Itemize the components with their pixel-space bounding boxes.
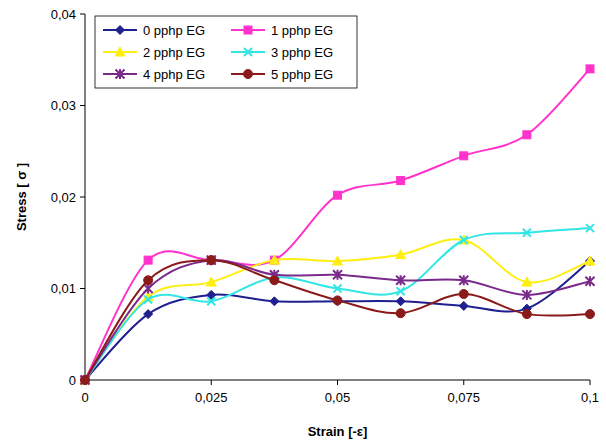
- data-point: [396, 250, 406, 259]
- data-point: [207, 256, 215, 264]
- y-tick-label: 0,01: [51, 281, 76, 296]
- data-point: [459, 275, 468, 285]
- y-tick: [80, 288, 85, 289]
- y-axis-label: Stress [ σ ]: [14, 163, 29, 231]
- legend-label: 0 pphp EG: [143, 23, 205, 38]
- data-point: [459, 289, 468, 298]
- data-point: [522, 310, 531, 319]
- legend: 0 pphp EG 1 pphp EG 2 pphp EG 3 pphp EG 4 pp…: [95, 16, 357, 88]
- data-point: [522, 277, 532, 286]
- series-line: [85, 239, 590, 380]
- legend-label: 5 pphp EG: [271, 67, 333, 82]
- data-point: [459, 301, 468, 310]
- series-line: [85, 69, 590, 380]
- legend-marker: [244, 70, 253, 79]
- x-tick-label: 0,05: [325, 390, 350, 405]
- data-point: [269, 255, 279, 264]
- data-point: [207, 297, 215, 305]
- data-point: [81, 376, 90, 385]
- data-point: [586, 310, 595, 319]
- series: [81, 224, 594, 384]
- x-tick-label: 0,025: [195, 390, 228, 405]
- data-point: [81, 376, 90, 385]
- data-point: [585, 256, 595, 265]
- data-point: [144, 295, 152, 303]
- series-line: [85, 260, 590, 380]
- data-point: [586, 276, 595, 286]
- data-point: [333, 296, 342, 305]
- x-tick-label: 0,075: [447, 390, 480, 405]
- x-tick: [337, 380, 338, 385]
- data-point: [207, 256, 216, 265]
- data-point: [522, 290, 531, 300]
- data-point: [586, 257, 595, 266]
- y-tick-label: 0,04: [51, 7, 76, 22]
- series: [81, 65, 594, 384]
- data-point: [144, 256, 152, 264]
- data-point: [144, 310, 153, 319]
- legend-box: [95, 16, 357, 88]
- y-tick: [80, 14, 85, 15]
- data-point: [207, 255, 216, 265]
- x-tick: [463, 380, 464, 385]
- y-tick-label: 0,03: [51, 98, 76, 113]
- series: [81, 257, 595, 385]
- legend-marker: [116, 26, 125, 35]
- data-point: [81, 375, 90, 385]
- data-point: [397, 177, 405, 185]
- x-tick-label: 0: [81, 390, 88, 405]
- data-point: [334, 191, 342, 199]
- data-point: [396, 275, 405, 285]
- data-point: [396, 309, 405, 318]
- x-tick: [590, 380, 591, 385]
- legend-marker: [116, 69, 125, 79]
- chart: 0 0,025 0,05 0,075 0,1 0 0,01 0,02 0,03 0,04 Strai…: [0, 0, 606, 446]
- data-point: [144, 276, 153, 285]
- series-line: [85, 260, 590, 380]
- y-tick-label: 0: [69, 373, 76, 388]
- plot-area: [80, 65, 595, 385]
- data-point: [81, 376, 89, 384]
- data-point: [81, 376, 89, 384]
- series: [81, 256, 595, 385]
- y-tick: [80, 197, 85, 198]
- series: [80, 235, 595, 384]
- legend-label: 1 pphp EG: [271, 23, 333, 38]
- data-point: [523, 229, 531, 237]
- data-point: [270, 297, 279, 306]
- data-point: [333, 256, 343, 265]
- data-point: [523, 131, 531, 139]
- x-tick-label: 0,1: [581, 390, 599, 405]
- data-point: [334, 285, 342, 293]
- data-point: [460, 236, 468, 244]
- legend-marker: [115, 47, 125, 56]
- legend-marker: [244, 48, 252, 56]
- series: [81, 255, 595, 385]
- x-axis-label: Strain [-ε]: [308, 424, 368, 439]
- y-tick-label: 0,02: [51, 190, 76, 205]
- data-point: [460, 152, 468, 160]
- data-point: [586, 224, 594, 232]
- legend-label: 3 pphp EG: [271, 45, 333, 60]
- data-point: [333, 270, 342, 280]
- legend-label: 4 pphp EG: [143, 67, 205, 82]
- data-point: [270, 276, 279, 285]
- data-point: [586, 65, 594, 73]
- data-point: [333, 297, 342, 306]
- data-point: [80, 375, 90, 384]
- data-point: [397, 287, 405, 295]
- data-point: [396, 297, 405, 306]
- series-line: [85, 228, 590, 380]
- legend-marker: [244, 26, 252, 34]
- legend-label: 2 pphp EG: [143, 45, 205, 60]
- y-tick: [80, 105, 85, 106]
- x-tick: [211, 380, 212, 385]
- data-point: [206, 277, 216, 286]
